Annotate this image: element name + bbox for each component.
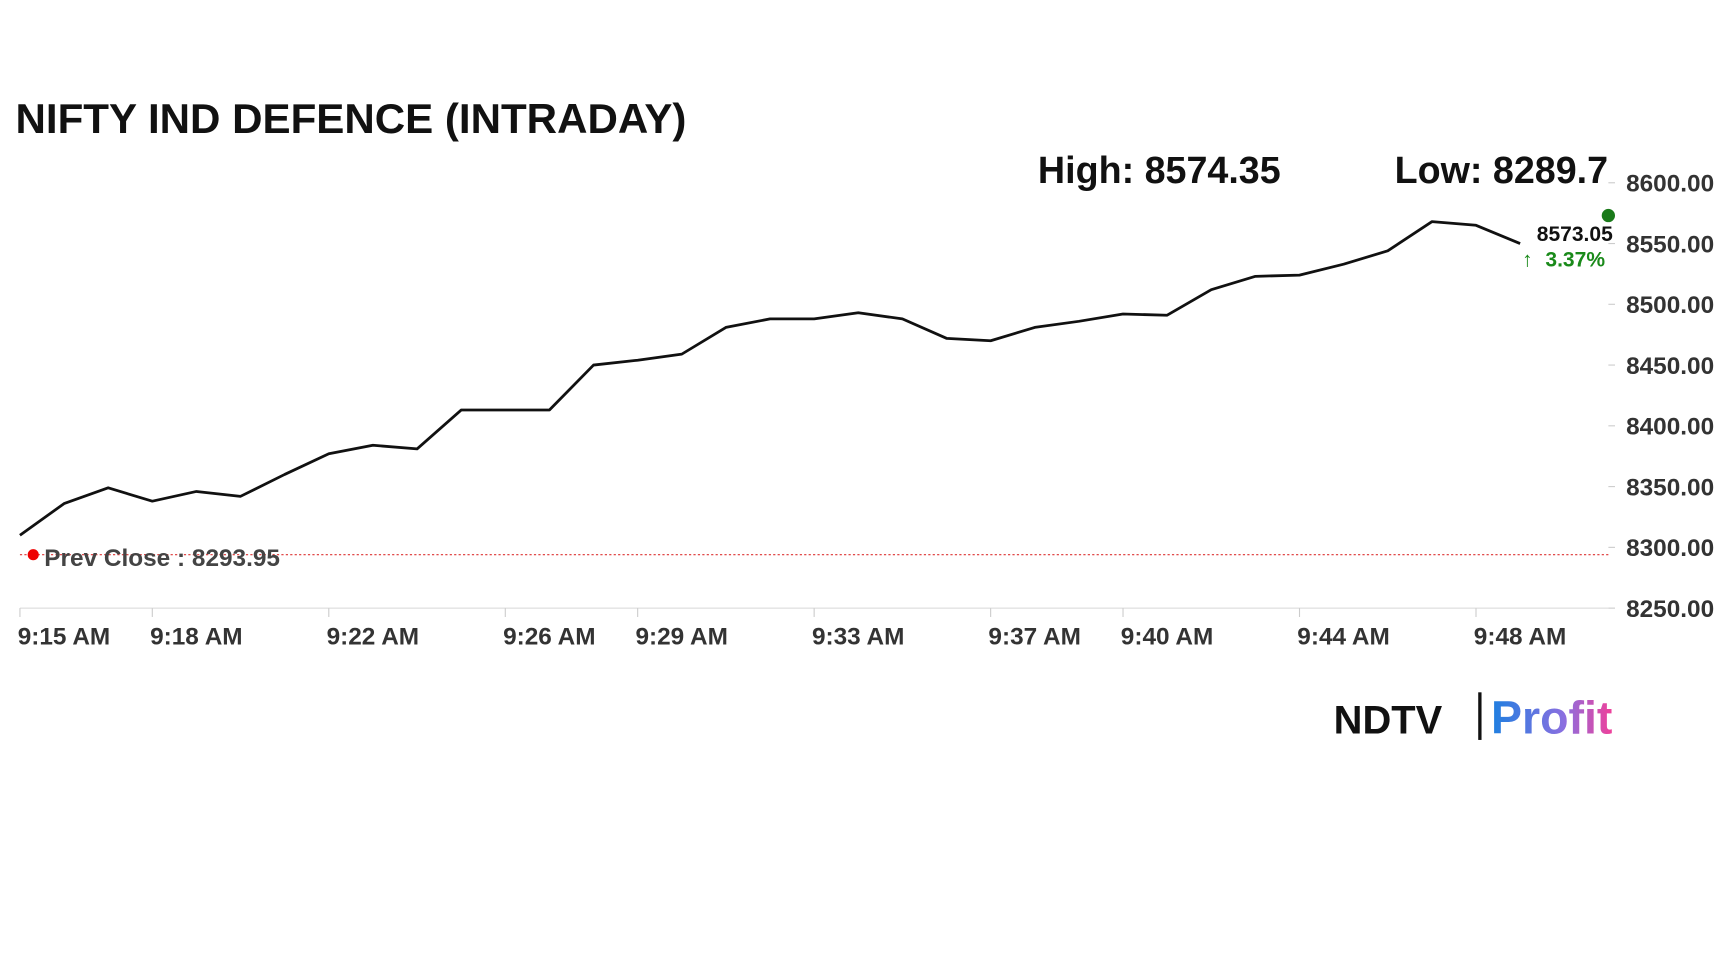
low-caption: Low: — [1395, 149, 1483, 191]
y-tick-label: 8550.00 — [1626, 231, 1714, 258]
y-tick-label: 8250.00 — [1626, 596, 1714, 623]
high-label: High: 8574.35 — [1038, 149, 1281, 191]
x-tick-label: 9:37 AM — [988, 624, 1081, 651]
last-value: 8573.05 — [1537, 223, 1613, 246]
chart-title: NIFTY IND DEFENCE (INTRADAY) — [16, 95, 687, 142]
x-tick-label: 9:29 AM — [635, 624, 728, 651]
logo-profit: Profit — [1491, 691, 1612, 743]
y-tick-label: 8500.00 — [1626, 292, 1714, 319]
last-dot — [1601, 208, 1616, 223]
prev-close-dot — [27, 549, 39, 561]
prev-close-label: Prev Close : 8293.95 — [44, 545, 280, 572]
price-line — [19, 220, 1521, 537]
y-tick-label: 8450.00 — [1626, 353, 1714, 380]
high-caption: High: — [1038, 149, 1134, 191]
x-tick-label: 9:15 AM — [18, 624, 111, 651]
change-arrow: ↑ — [1522, 248, 1533, 271]
y-tick-label: 8300.00 — [1626, 535, 1714, 562]
y-tick-label: 8600.00 — [1626, 171, 1714, 198]
low-label: Low: 8289.7 — [1395, 149, 1609, 191]
x-tick-label: 9:22 AM — [327, 624, 420, 651]
low-value: 8289.7 — [1493, 149, 1608, 191]
x-tick-label: 9:44 AM — [1297, 624, 1390, 651]
x-tick-label: 9:33 AM — [812, 624, 905, 651]
high-value: 8574.35 — [1145, 149, 1281, 191]
x-tick-label: 9:18 AM — [150, 624, 243, 651]
x-tick-label: 9:40 AM — [1121, 624, 1214, 651]
x-tick-label: 9:26 AM — [503, 624, 596, 651]
prev-close-value: 8293.95 — [192, 545, 280, 572]
y-tick-label: 8400.00 — [1626, 414, 1714, 441]
logo-ndtv: NDTV — [1334, 698, 1443, 742]
change-pct: 3.37% — [1545, 248, 1605, 271]
y-tick-label: 8350.00 — [1626, 474, 1714, 501]
x-tick-label: 9:48 AM — [1474, 624, 1567, 651]
prev-close-caption: Prev Close : — [44, 545, 185, 572]
